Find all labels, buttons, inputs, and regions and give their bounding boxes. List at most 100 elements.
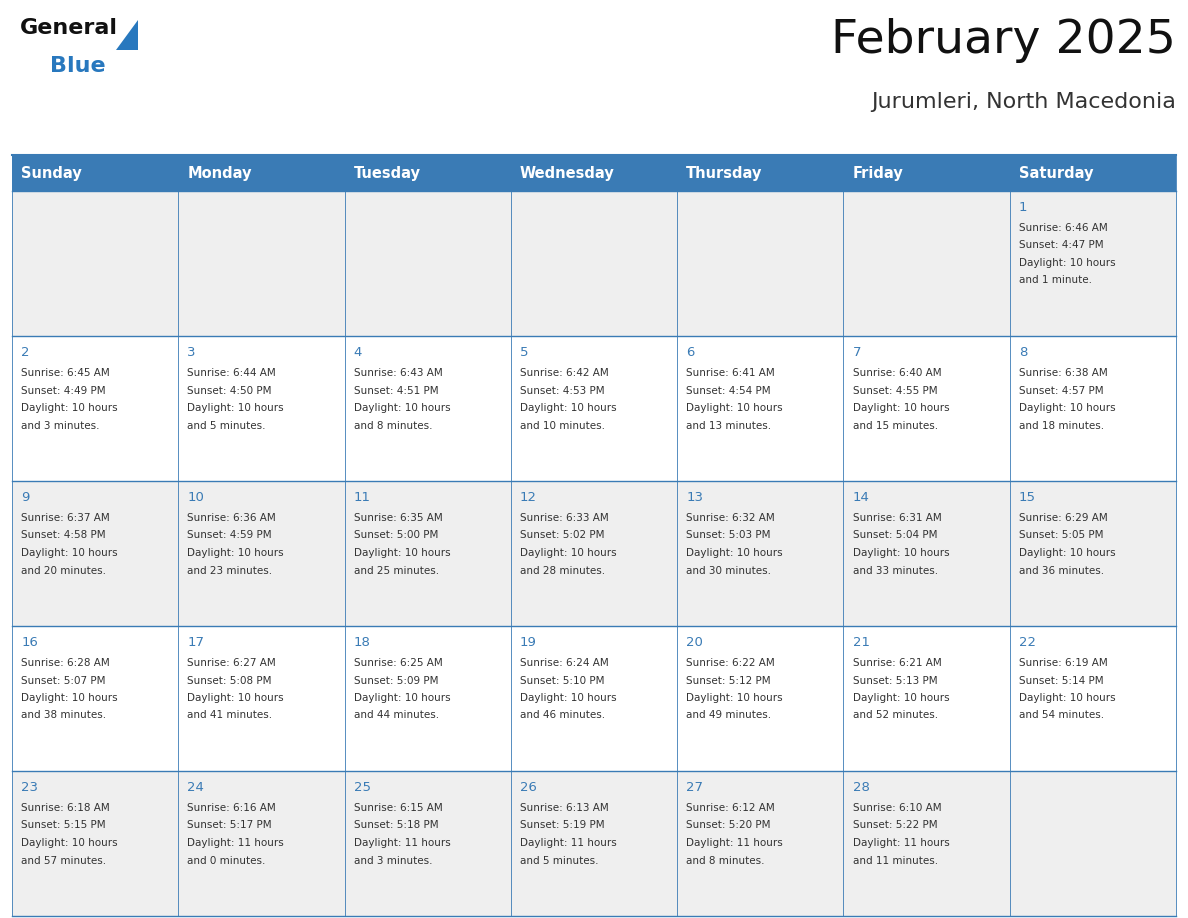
Text: Daylight: 10 hours: Daylight: 10 hours [354, 403, 450, 413]
Bar [511, 155, 677, 191]
Text: and 5 minutes.: and 5 minutes. [520, 856, 599, 866]
Text: 2: 2 [21, 346, 30, 359]
Text: 20: 20 [687, 636, 703, 649]
Bar [511, 481, 677, 626]
Text: Sunset: 4:49 PM: Sunset: 4:49 PM [21, 386, 106, 396]
Text: Daylight: 10 hours: Daylight: 10 hours [520, 403, 617, 413]
Text: 25: 25 [354, 781, 371, 794]
Text: and 57 minutes.: and 57 minutes. [21, 856, 106, 866]
Text: 19: 19 [520, 636, 537, 649]
Text: 11: 11 [354, 491, 371, 504]
Text: 12: 12 [520, 491, 537, 504]
Text: Daylight: 10 hours: Daylight: 10 hours [520, 693, 617, 703]
Text: 4: 4 [354, 346, 362, 359]
Text: and 15 minutes.: and 15 minutes. [853, 420, 937, 431]
Text: Daylight: 11 hours: Daylight: 11 hours [354, 838, 450, 848]
Bar [178, 626, 345, 771]
Text: Daylight: 10 hours: Daylight: 10 hours [687, 548, 783, 558]
Text: and 36 minutes.: and 36 minutes. [1019, 565, 1104, 576]
Text: Sunrise: 6:22 AM: Sunrise: 6:22 AM [687, 658, 775, 668]
Bar [843, 771, 1010, 916]
Text: and 11 minutes.: and 11 minutes. [853, 856, 937, 866]
Text: Sunset: 5:19 PM: Sunset: 5:19 PM [520, 821, 605, 831]
Text: 18: 18 [354, 636, 371, 649]
Text: 15: 15 [1019, 491, 1036, 504]
Text: Sunrise: 6:10 AM: Sunrise: 6:10 AM [853, 803, 941, 813]
Text: 9: 9 [21, 491, 30, 504]
Text: Sunset: 4:50 PM: Sunset: 4:50 PM [188, 386, 272, 396]
Text: and 3 minutes.: and 3 minutes. [354, 856, 432, 866]
Text: Sunrise: 6:24 AM: Sunrise: 6:24 AM [520, 658, 608, 668]
Text: Sunset: 5:05 PM: Sunset: 5:05 PM [1019, 531, 1104, 541]
Text: Tuesday: Tuesday [354, 165, 421, 181]
Bar [843, 481, 1010, 626]
Text: 14: 14 [853, 491, 870, 504]
Text: Sunrise: 6:43 AM: Sunrise: 6:43 AM [354, 368, 442, 378]
Text: Sunset: 5:14 PM: Sunset: 5:14 PM [1019, 676, 1104, 686]
Text: Sunrise: 6:21 AM: Sunrise: 6:21 AM [853, 658, 941, 668]
Text: Daylight: 10 hours: Daylight: 10 hours [354, 693, 450, 703]
Bar [345, 191, 511, 336]
Bar [12, 771, 178, 916]
Text: Sunrise: 6:38 AM: Sunrise: 6:38 AM [1019, 368, 1107, 378]
Text: Sunset: 5:04 PM: Sunset: 5:04 PM [853, 531, 937, 541]
Bar [1010, 191, 1176, 336]
Text: Daylight: 10 hours: Daylight: 10 hours [1019, 258, 1116, 268]
Bar [677, 336, 843, 481]
Text: and 30 minutes.: and 30 minutes. [687, 565, 771, 576]
Text: Daylight: 10 hours: Daylight: 10 hours [1019, 548, 1116, 558]
Text: Sunrise: 6:16 AM: Sunrise: 6:16 AM [188, 803, 276, 813]
Text: and 10 minutes.: and 10 minutes. [520, 420, 605, 431]
Text: Sunrise: 6:19 AM: Sunrise: 6:19 AM [1019, 658, 1107, 668]
Bar [12, 481, 178, 626]
Text: 10: 10 [188, 491, 204, 504]
Text: Daylight: 10 hours: Daylight: 10 hours [853, 693, 949, 703]
Text: and 8 minutes.: and 8 minutes. [354, 420, 432, 431]
Bar [843, 336, 1010, 481]
Text: and 33 minutes.: and 33 minutes. [853, 565, 937, 576]
Text: Sunrise: 6:32 AM: Sunrise: 6:32 AM [687, 513, 775, 523]
Text: Sunrise: 6:31 AM: Sunrise: 6:31 AM [853, 513, 941, 523]
Bar [12, 155, 178, 191]
Bar [511, 771, 677, 916]
Bar [843, 191, 1010, 336]
Text: Daylight: 10 hours: Daylight: 10 hours [354, 548, 450, 558]
Text: 8: 8 [1019, 346, 1028, 359]
Text: and 1 minute.: and 1 minute. [1019, 275, 1092, 285]
Polygon shape [116, 20, 138, 50]
Text: Sunrise: 6:33 AM: Sunrise: 6:33 AM [520, 513, 608, 523]
Text: and 8 minutes.: and 8 minutes. [687, 856, 765, 866]
Text: Daylight: 11 hours: Daylight: 11 hours [853, 838, 949, 848]
Text: Sunset: 4:55 PM: Sunset: 4:55 PM [853, 386, 937, 396]
Bar [1010, 481, 1176, 626]
Text: Thursday: Thursday [687, 165, 763, 181]
Text: Sunset: 4:53 PM: Sunset: 4:53 PM [520, 386, 605, 396]
Bar [843, 626, 1010, 771]
Text: Daylight: 10 hours: Daylight: 10 hours [687, 403, 783, 413]
Text: 23: 23 [21, 781, 38, 794]
Text: Sunset: 5:18 PM: Sunset: 5:18 PM [354, 821, 438, 831]
Text: Daylight: 11 hours: Daylight: 11 hours [687, 838, 783, 848]
Bar [345, 626, 511, 771]
Text: Sunset: 5:07 PM: Sunset: 5:07 PM [21, 676, 106, 686]
Text: Sunset: 4:57 PM: Sunset: 4:57 PM [1019, 386, 1104, 396]
Text: Sunrise: 6:42 AM: Sunrise: 6:42 AM [520, 368, 608, 378]
Text: Sunrise: 6:45 AM: Sunrise: 6:45 AM [21, 368, 110, 378]
Text: Sunset: 5:15 PM: Sunset: 5:15 PM [21, 821, 106, 831]
Text: 21: 21 [853, 636, 870, 649]
Text: and 0 minutes.: and 0 minutes. [188, 856, 266, 866]
Text: General: General [20, 18, 118, 38]
Bar [1010, 771, 1176, 916]
Text: Sunrise: 6:13 AM: Sunrise: 6:13 AM [520, 803, 608, 813]
Text: Sunrise: 6:15 AM: Sunrise: 6:15 AM [354, 803, 442, 813]
Text: Sunset: 5:12 PM: Sunset: 5:12 PM [687, 676, 771, 686]
Bar [345, 771, 511, 916]
Text: Daylight: 10 hours: Daylight: 10 hours [188, 403, 284, 413]
Text: Sunday: Sunday [21, 165, 82, 181]
Bar [677, 771, 843, 916]
Text: Sunrise: 6:28 AM: Sunrise: 6:28 AM [21, 658, 110, 668]
Text: Sunrise: 6:18 AM: Sunrise: 6:18 AM [21, 803, 110, 813]
Text: Sunset: 5:02 PM: Sunset: 5:02 PM [520, 531, 605, 541]
Text: 5: 5 [520, 346, 529, 359]
Text: Daylight: 10 hours: Daylight: 10 hours [188, 548, 284, 558]
